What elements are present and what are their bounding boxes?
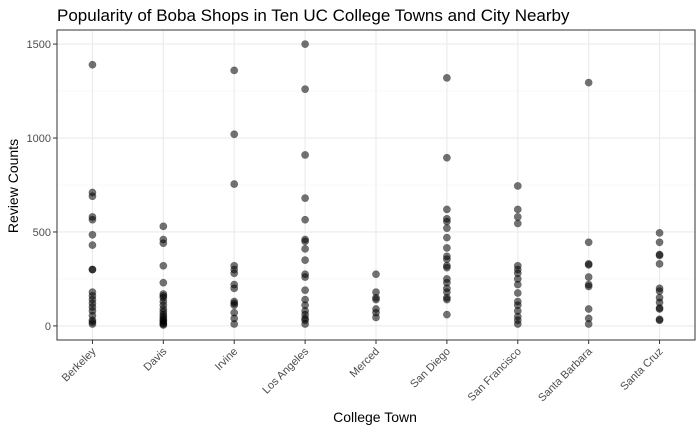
x-axis: Berkeley Davis Irvine Los Angeles Merced San … — [60, 340, 666, 404]
data-point — [159, 321, 168, 329]
data-point — [584, 273, 593, 281]
data-point — [442, 233, 451, 242]
data-point — [655, 316, 664, 325]
data-point — [513, 219, 522, 228]
y-tick-label: 0 — [45, 321, 51, 333]
data-point — [442, 263, 451, 272]
data-point — [230, 301, 239, 310]
data-point — [301, 273, 310, 281]
data-point — [230, 269, 239, 278]
y-axis: 0 500 1000 1500 — [27, 39, 57, 333]
data-point — [655, 305, 664, 313]
data-point — [159, 239, 168, 248]
data-point — [442, 295, 451, 304]
data-point — [301, 151, 310, 159]
x-axis-title: College Town — [333, 409, 417, 425]
data-point — [513, 205, 522, 214]
chart-title: Popularity of Boba Shops in Ten UC Colle… — [57, 6, 570, 25]
data-point — [88, 320, 97, 328]
y-tick-label: 1500 — [27, 39, 51, 51]
data-point — [372, 295, 380, 304]
data-point — [88, 265, 97, 274]
data-point — [159, 278, 168, 287]
x-tick-label: Irvine — [213, 346, 241, 374]
data-point — [230, 130, 239, 139]
data-point — [301, 237, 310, 246]
data-point — [513, 280, 522, 289]
x-tick-label: San Francisco — [466, 346, 524, 404]
data-point — [655, 287, 664, 296]
data-point — [584, 260, 593, 269]
data-point — [584, 238, 593, 247]
data-point — [301, 286, 310, 295]
x-tick-label: Davis — [142, 345, 170, 373]
data-point — [655, 229, 664, 237]
plot-panel — [56, 29, 696, 341]
data-point — [584, 282, 593, 291]
data-point — [442, 310, 451, 319]
data-point — [442, 205, 451, 214]
data-point — [513, 182, 522, 190]
data-point — [88, 241, 97, 250]
data-point — [584, 78, 593, 87]
data-point — [88, 192, 97, 201]
data-point — [442, 153, 451, 162]
x-tick-label: San Diego — [408, 346, 453, 391]
data-point — [442, 255, 451, 264]
data-point — [301, 320, 310, 328]
data-point — [230, 180, 239, 188]
y-axis-title: Review Counts — [5, 139, 21, 233]
data-point — [442, 217, 451, 226]
data-point — [442, 74, 451, 82]
data-point — [230, 284, 239, 293]
data-point — [88, 60, 97, 69]
data-point — [301, 256, 310, 265]
data-point — [513, 320, 522, 328]
data-point — [159, 222, 168, 231]
data-point — [301, 85, 310, 94]
data-point — [513, 213, 522, 221]
y-tick-label: 500 — [33, 227, 51, 239]
data-point — [230, 66, 239, 75]
data-point — [159, 261, 168, 270]
data-point — [442, 224, 451, 233]
data-point — [88, 215, 97, 224]
data-point — [301, 40, 310, 48]
data-point — [655, 238, 664, 247]
data-point — [88, 230, 97, 239]
x-tick-label: Berkeley — [60, 345, 99, 384]
x-tick-label: Merced — [348, 346, 382, 380]
data-point — [584, 305, 593, 313]
data-point — [372, 270, 380, 279]
x-tick-label: Santa Cruz — [618, 346, 665, 393]
data-point — [513, 289, 522, 297]
x-tick-label: Santa Barbara — [536, 345, 595, 404]
y-tick-label: 1000 — [27, 133, 51, 145]
data-point — [584, 320, 593, 328]
data-point — [655, 251, 664, 260]
data-point — [301, 194, 310, 203]
data-point — [372, 313, 380, 322]
data-point — [230, 320, 239, 328]
data-point — [442, 244, 451, 252]
data-point — [301, 244, 310, 253]
data-point — [301, 215, 310, 224]
data-point — [655, 260, 664, 268]
x-tick-label: Los Angeles — [260, 345, 311, 396]
